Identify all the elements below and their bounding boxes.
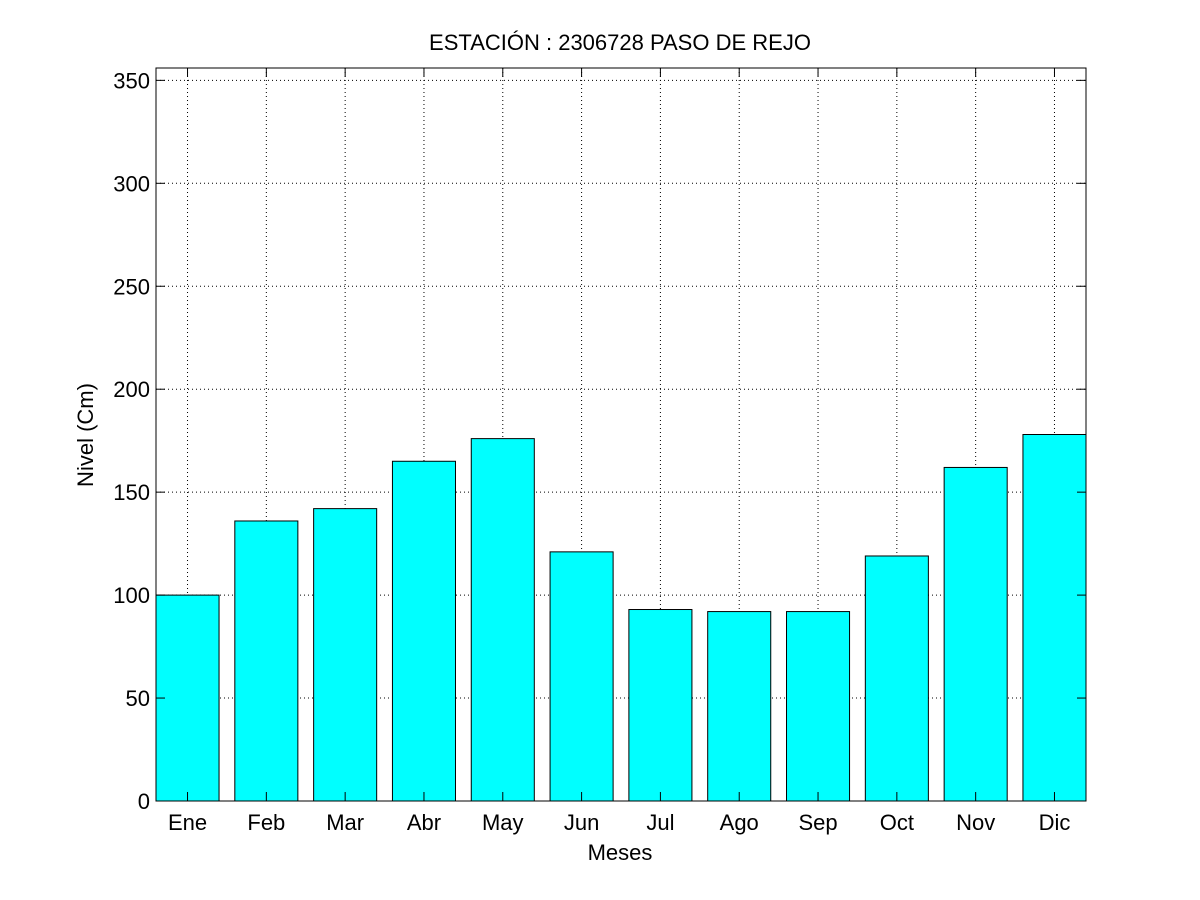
x-tick-label: Dic <box>1039 810 1071 835</box>
bars <box>155 434 1087 802</box>
bar-sep <box>786 611 851 802</box>
x-tick-label: Jul <box>646 810 674 835</box>
y-tick-label: 250 <box>113 274 150 299</box>
bar-feb <box>234 520 299 802</box>
bar-abr <box>391 460 456 802</box>
x-tick-label: Sep <box>798 810 837 835</box>
bar-dic <box>1022 434 1087 802</box>
axes-frame <box>155 67 1087 802</box>
ticks: 0 50 100 150 200 250 300 350 Ene Feb Mar Abr May Jun J… <box>113 68 1086 835</box>
x-axis-label: Meses <box>588 840 653 865</box>
y-tick-label: 350 <box>113 68 150 93</box>
bar-nov <box>943 466 1008 802</box>
bar-jun <box>549 551 614 802</box>
x-tick-label: Mar <box>326 810 364 835</box>
bar-oct <box>864 555 929 802</box>
grid-lines <box>156 68 1086 801</box>
chart-title: ESTACIÓN : 2306728 PASO DE REJO <box>429 30 811 55</box>
bar-mar <box>313 508 378 802</box>
x-tick-label: Oct <box>880 810 914 835</box>
y-tick-label: 100 <box>113 583 150 608</box>
x-tick-label: Ago <box>720 810 759 835</box>
x-tick-label: Ene <box>168 810 207 835</box>
y-tick-label: 300 <box>113 171 150 196</box>
bar-may <box>470 438 535 802</box>
y-tick-label: 150 <box>113 480 150 505</box>
x-tick-label: Feb <box>247 810 285 835</box>
y-tick-label: 0 <box>138 789 150 814</box>
x-tick-label: May <box>482 810 524 835</box>
bar-jul <box>628 609 693 802</box>
x-tick-label: Jun <box>564 810 599 835</box>
bar-ago <box>707 611 772 802</box>
bar-ene <box>155 594 220 802</box>
y-tick-label: 50 <box>126 686 150 711</box>
y-tick-label: 200 <box>113 377 150 402</box>
x-tick-label: Abr <box>407 810 441 835</box>
x-tick-label: Nov <box>956 810 995 835</box>
y-axis-label: Nivel (Cm) <box>73 383 98 487</box>
